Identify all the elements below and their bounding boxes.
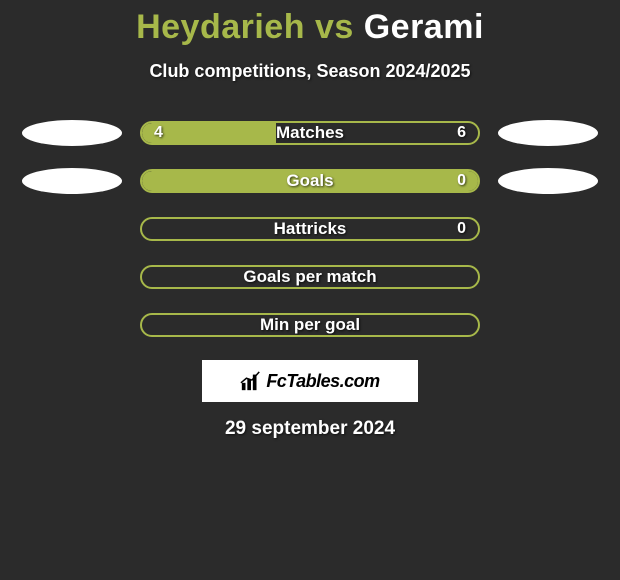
- brand-text: FcTables.com: [266, 371, 379, 392]
- bar-chart-icon: [240, 370, 262, 392]
- brand-logo: FcTables.com: [202, 360, 418, 402]
- vs-text: vs: [315, 8, 354, 46]
- left-marker-placeholder: [22, 216, 122, 242]
- right-value: 6: [457, 124, 466, 142]
- comparison-infographic: Heydarieh vs Gerami Club competitions, S…: [0, 0, 620, 440]
- stat-label: Hattricks: [274, 219, 347, 239]
- right-marker-placeholder: [498, 264, 598, 290]
- right-value: 0: [457, 172, 466, 190]
- stat-label: Min per goal: [260, 315, 360, 335]
- left-marker: [22, 120, 122, 146]
- left-value: 4: [154, 124, 163, 142]
- stat-bar: Goals per match: [140, 265, 480, 289]
- player1-name: Heydarieh: [136, 8, 305, 46]
- date-text: 29 september 2024: [0, 418, 620, 440]
- stat-row: 0 Hattricks: [0, 216, 620, 242]
- subtitle: Club competitions, Season 2024/2025: [0, 61, 620, 82]
- stat-label: Goals per match: [243, 267, 376, 287]
- stat-row: 0 Goals: [0, 168, 620, 194]
- left-marker-placeholder: [22, 264, 122, 290]
- player2-name: Gerami: [364, 8, 484, 46]
- stat-row: Goals per match: [0, 264, 620, 290]
- stat-rows: 4 6 Matches 0 Goals 0 Hattricks Goals per match…: [0, 120, 620, 338]
- stat-row: 4 6 Matches: [0, 120, 620, 146]
- right-marker-placeholder: [498, 216, 598, 242]
- stat-label: Goals: [286, 171, 333, 191]
- left-marker: [22, 168, 122, 194]
- title: Heydarieh vs Gerami: [0, 8, 620, 47]
- stat-label: Matches: [276, 123, 344, 143]
- right-value: 0: [457, 220, 466, 238]
- stat-bar: 0 Goals: [140, 169, 480, 193]
- stat-bar: 4 6 Matches: [140, 121, 480, 145]
- left-marker-placeholder: [22, 312, 122, 338]
- stat-row: Min per goal: [0, 312, 620, 338]
- right-marker: [498, 168, 598, 194]
- stat-bar: Min per goal: [140, 313, 480, 337]
- stat-bar: 0 Hattricks: [140, 217, 480, 241]
- right-marker: [498, 120, 598, 146]
- right-marker-placeholder: [498, 312, 598, 338]
